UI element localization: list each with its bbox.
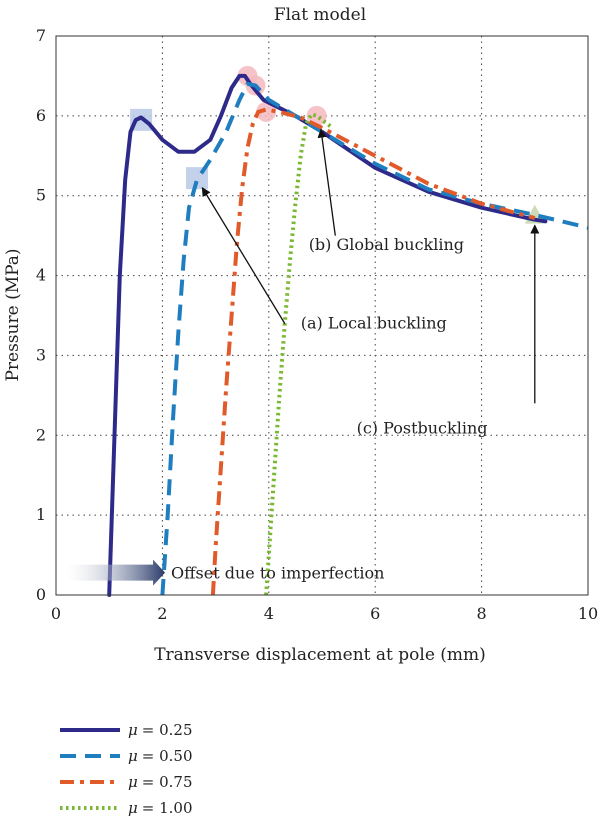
y-tick-label: 3 <box>36 345 46 364</box>
legend-value: = 0.50 <box>142 747 193 765</box>
annotations: (b) Global buckling (a) Local buckling (c)… <box>201 128 540 438</box>
legend-symbol: μ <box>128 773 138 791</box>
legend-label-2: μ = 0.50 <box>128 747 193 765</box>
legend-label-4: μ = 1.00 <box>128 799 193 817</box>
series-line-4 <box>264 112 334 596</box>
y-tick-label: 4 <box>36 266 46 285</box>
y-tick-label: 1 <box>36 505 46 524</box>
legend-value: = 0.75 <box>142 773 193 791</box>
annotation-arrow <box>317 128 336 236</box>
offset-arrow-label: Offset due to imperfection <box>171 564 384 583</box>
offset-arrow: Offset due to imperfection <box>66 559 384 586</box>
plot-frame <box>55 35 589 596</box>
annotation-label: (a) Local buckling <box>301 313 447 332</box>
y-tick-label: 6 <box>36 106 46 125</box>
annotation-label: (c) Postbuckling <box>357 419 488 438</box>
y-tick-label: 5 <box>36 186 46 205</box>
y-tick-label: 0 <box>36 585 46 604</box>
x-tick-label: 4 <box>264 604 274 623</box>
legend-label-1: μ = 0.25 <box>128 721 193 739</box>
series-line-2 <box>160 81 589 596</box>
x-tick-label: 0 <box>51 604 61 623</box>
series-line-3 <box>210 107 536 596</box>
x-tick-label: 8 <box>477 604 487 623</box>
x-tick-label: 2 <box>157 604 167 623</box>
global-buckling-marker <box>256 101 277 122</box>
legend-symbol: μ <box>128 721 138 739</box>
x-tick-labels: 0 2 4 6 8 10 <box>51 604 598 623</box>
series-lines <box>107 73 589 597</box>
highlight-markers <box>130 65 545 224</box>
x-tick-label: 6 <box>370 604 380 623</box>
offset-arrow-shape <box>66 559 166 586</box>
x-tick-label: 10 <box>578 604 598 623</box>
annotation-arrow <box>201 186 286 324</box>
legend-symbol: μ <box>128 747 138 765</box>
chart-title: Flat model <box>274 5 366 25</box>
legend-symbol: μ <box>128 799 138 817</box>
y-tick-label: 7 <box>36 26 46 45</box>
legend-label-3: μ = 0.75 <box>128 773 193 791</box>
series-line-1 <box>107 73 548 597</box>
legend-value: = 0.25 <box>142 721 193 739</box>
annotation-label: (b) Global buckling <box>309 235 464 254</box>
y-axis-title: Pressure (MPa) <box>3 248 23 381</box>
y-tick-label: 2 <box>36 425 46 444</box>
legend-value: = 1.00 <box>142 799 193 817</box>
y-tick-labels: 0 1 2 3 4 5 6 7 <box>36 26 46 604</box>
x-axis-title: Transverse displacement at pole (mm) <box>154 645 486 665</box>
legend: μ = 0.25μ = 0.50μ = 0.75μ = 1.00 <box>60 721 193 817</box>
